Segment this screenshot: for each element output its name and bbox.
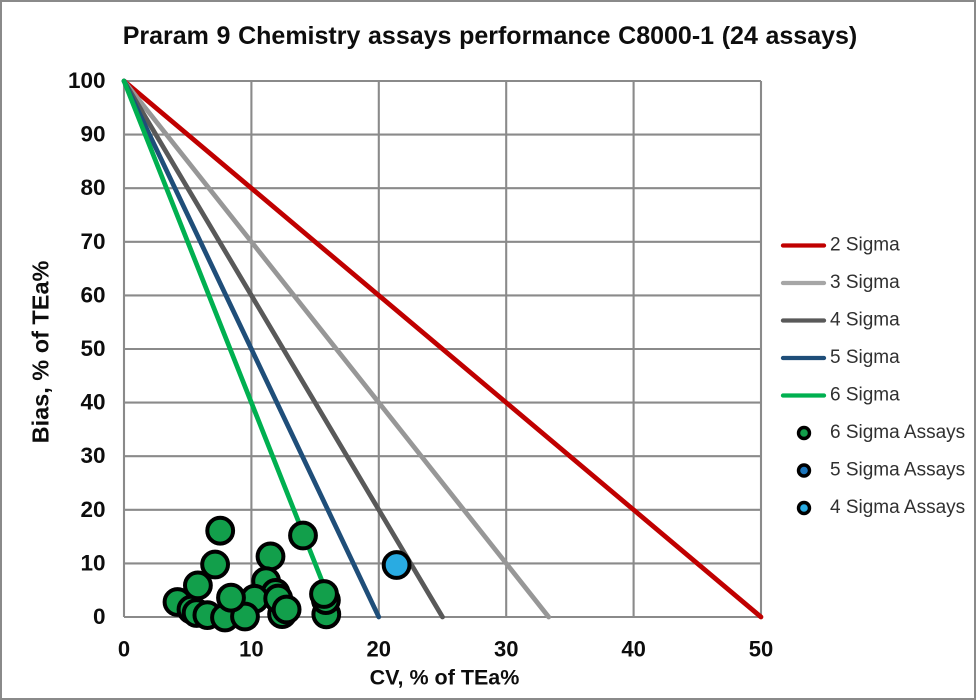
svg-text:Praram 9 Chemistry assays perf: Praram 9 Chemistry assays performance C8… <box>123 22 858 50</box>
svg-text:2 Sigma: 2 Sigma <box>830 235 900 256</box>
svg-text:5 Sigma Assays: 5 Sigma Assays <box>830 460 965 481</box>
svg-text:4 Sigma Assays: 4 Sigma Assays <box>830 497 965 518</box>
svg-text:6 Sigma Assays: 6 Sigma Assays <box>830 422 965 443</box>
svg-text:50: 50 <box>80 336 105 361</box>
svg-text:70: 70 <box>80 229 105 254</box>
svg-text:90: 90 <box>80 122 105 147</box>
svg-text:6 Sigma: 6 Sigma <box>830 385 900 406</box>
svg-text:30: 30 <box>494 637 518 662</box>
svg-text:20: 20 <box>80 497 105 522</box>
svg-text:3 Sigma: 3 Sigma <box>830 272 900 293</box>
svg-text:20: 20 <box>367 637 391 662</box>
svg-text:4 Sigma: 4 Sigma <box>830 310 900 331</box>
svg-text:80: 80 <box>80 175 105 200</box>
svg-text:60: 60 <box>80 282 105 307</box>
svg-text:40: 40 <box>80 390 105 415</box>
svg-text:0: 0 <box>93 604 106 629</box>
svg-text:100: 100 <box>68 68 106 93</box>
svg-text:10: 10 <box>239 637 263 662</box>
svg-text:50: 50 <box>749 637 773 662</box>
svg-text:CV, % of TEa%: CV, % of TEa% <box>370 666 520 690</box>
svg-text:30: 30 <box>80 443 105 468</box>
svg-text:10: 10 <box>80 550 105 575</box>
svg-text:5 Sigma: 5 Sigma <box>830 347 900 368</box>
svg-text:40: 40 <box>621 637 645 662</box>
svg-text:Bias, % of TEa%: Bias, % of TEa% <box>28 260 54 443</box>
svg-text:0: 0 <box>118 637 130 662</box>
